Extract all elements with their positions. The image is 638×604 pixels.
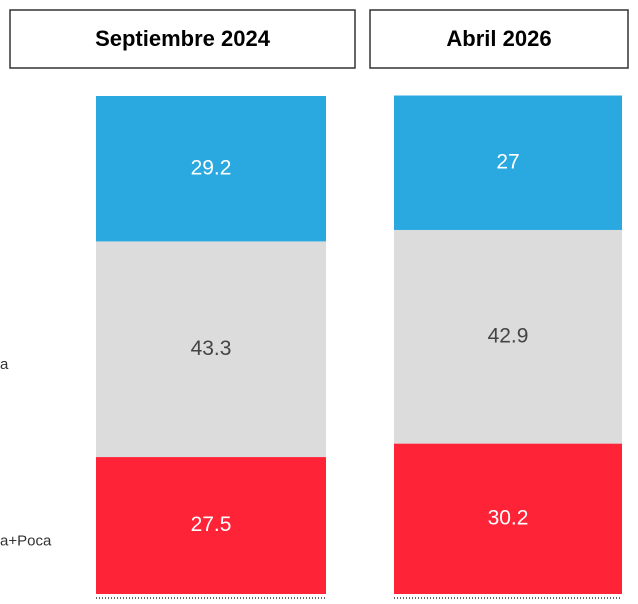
value-label: 27 bbox=[496, 150, 519, 173]
column-header: Septiembre 2024 bbox=[95, 26, 271, 51]
header-box bbox=[369, 9, 629, 69]
bar-segment bbox=[96, 241, 326, 458]
bar-segment bbox=[96, 457, 326, 594]
bar-segment bbox=[96, 96, 326, 242]
legend-label: a bbox=[0, 356, 9, 373]
value-label: 43.3 bbox=[191, 337, 232, 360]
column-header: Abril 2026 bbox=[446, 26, 551, 51]
value-label: 29.2 bbox=[191, 156, 232, 179]
bar-segment bbox=[394, 95, 622, 230]
legend-label: a+Poca bbox=[0, 532, 52, 549]
header-box bbox=[9, 9, 356, 69]
bar-segment bbox=[394, 229, 622, 444]
value-label: 27.5 bbox=[191, 513, 232, 536]
value-label: 30.2 bbox=[488, 506, 529, 529]
value-label: 42.9 bbox=[488, 324, 529, 347]
bar-segment bbox=[394, 443, 622, 594]
